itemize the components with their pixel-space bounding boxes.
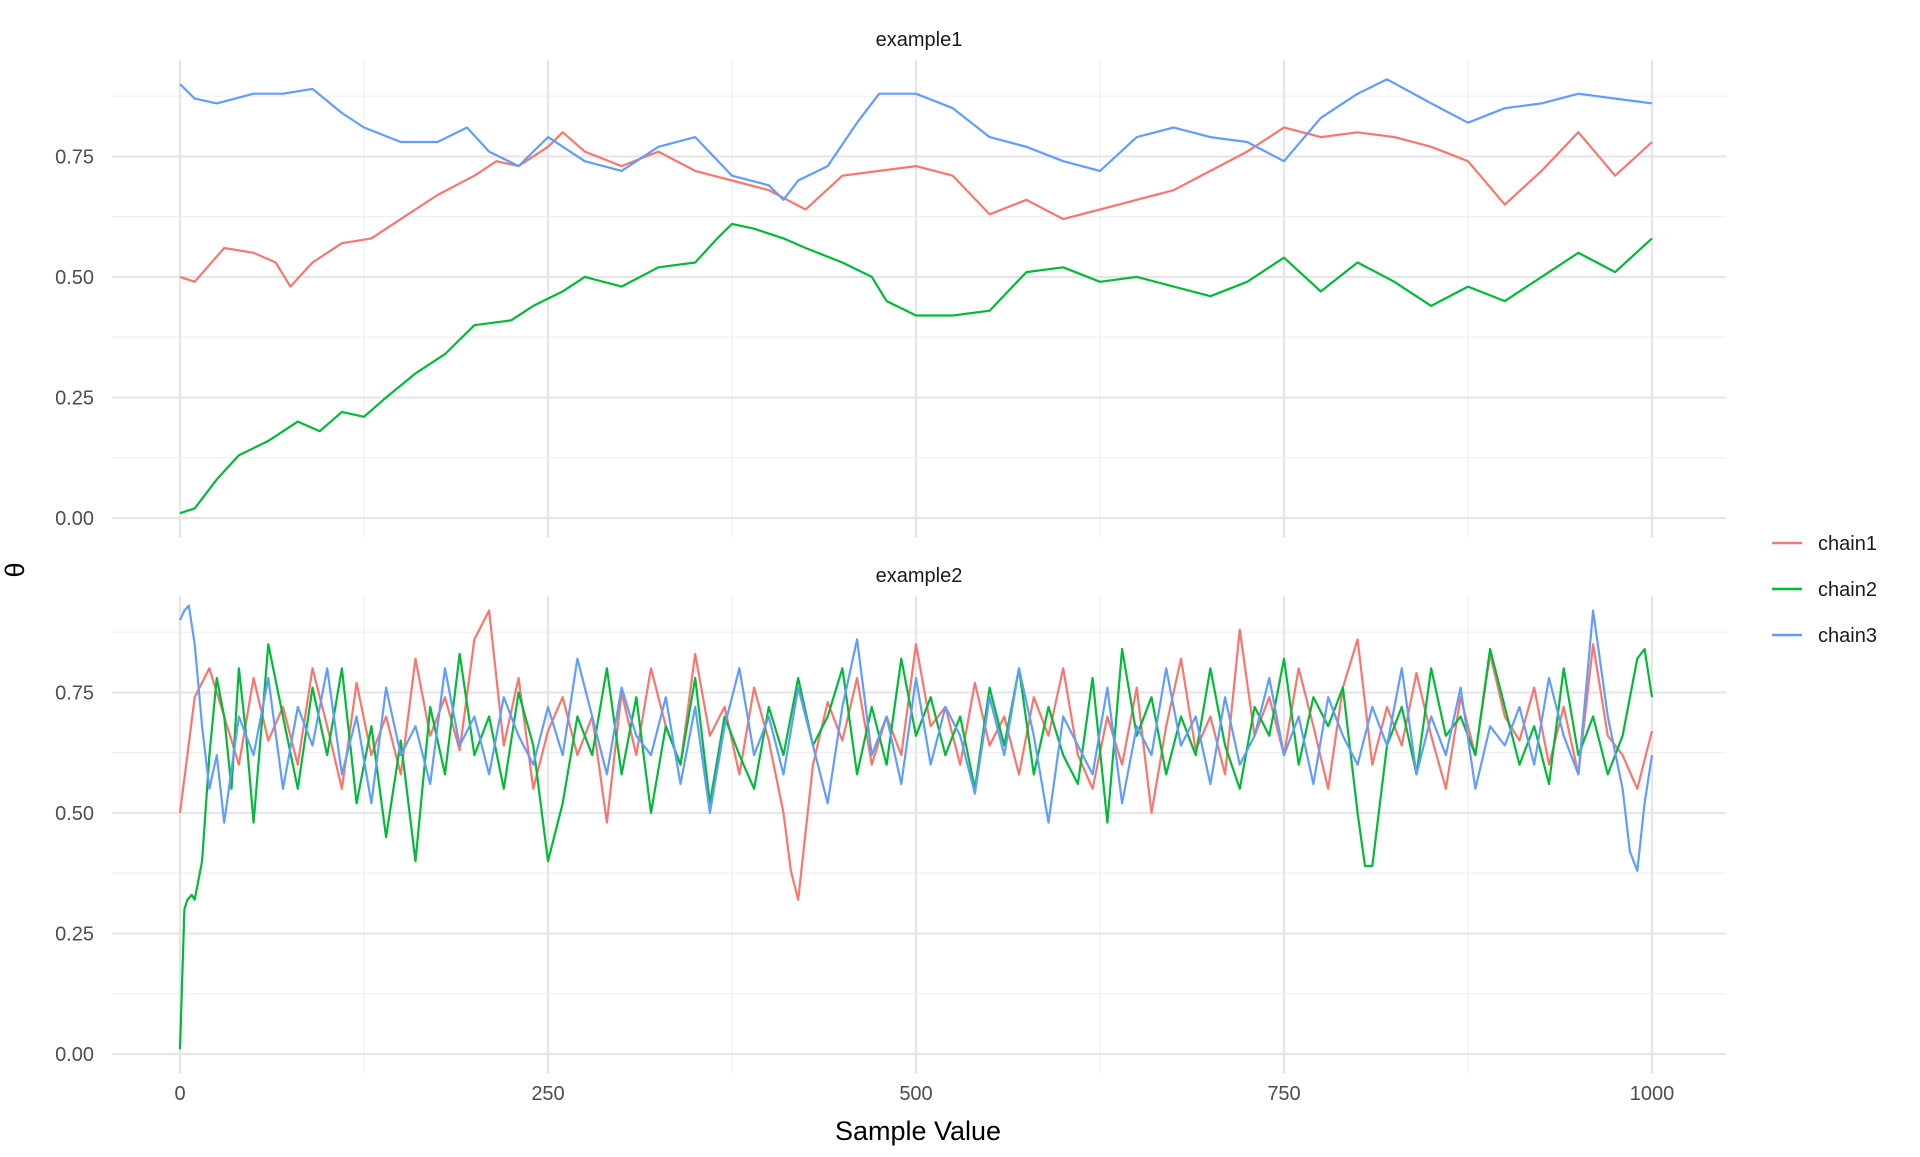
series-line-chain2 (179, 222, 1653, 515)
series-line-chain1 (179, 126, 1653, 288)
y-tick-label: 0.00 (55, 1044, 94, 1066)
x-axis-title: Sample Value (835, 1116, 1001, 1146)
x-tick-label: 250 (531, 1083, 564, 1105)
x-tick-label: 0 (174, 1083, 185, 1105)
x-tick-label: 500 (899, 1083, 932, 1105)
legend-label-chain2: chain2 (1818, 579, 1877, 601)
legend: chain1 chain2 chain3 (1772, 533, 1877, 647)
panels-layer: 0.00 0.25 0.50 0.75 example1 0.00 0.25 0.50 0.75… (55, 29, 1726, 1105)
legend-label-chain1: chain1 (1818, 533, 1877, 555)
panel-example1: 0.00 0.25 0.50 0.75 example1 (55, 29, 1726, 538)
x-tick-label: 750 (1267, 1083, 1300, 1105)
y-axis-title: θ (0, 562, 30, 577)
panel-example2: 0.00 0.25 0.50 0.75 example2 (55, 565, 1726, 1074)
x-tick-label: 1000 (1630, 1083, 1675, 1105)
y-tick-label: 0.75 (55, 682, 94, 704)
y-tick-label: 0.25 (55, 387, 94, 409)
y-tick-label: 0.75 (55, 146, 94, 168)
panel-title: example1 (876, 29, 963, 51)
y-tick-label: 0.50 (55, 267, 94, 289)
series-line-chain3 (179, 604, 1654, 872)
legend-label-chain3: chain3 (1818, 625, 1877, 647)
y-tick-label: 0.25 (55, 923, 94, 945)
y-tick-label: 0.00 (55, 508, 94, 530)
series-line-chain1 (178, 609, 1654, 901)
panel-title: example2 (876, 565, 963, 587)
series-line-chain3 (179, 78, 1653, 201)
y-tick-label: 0.50 (55, 803, 94, 825)
